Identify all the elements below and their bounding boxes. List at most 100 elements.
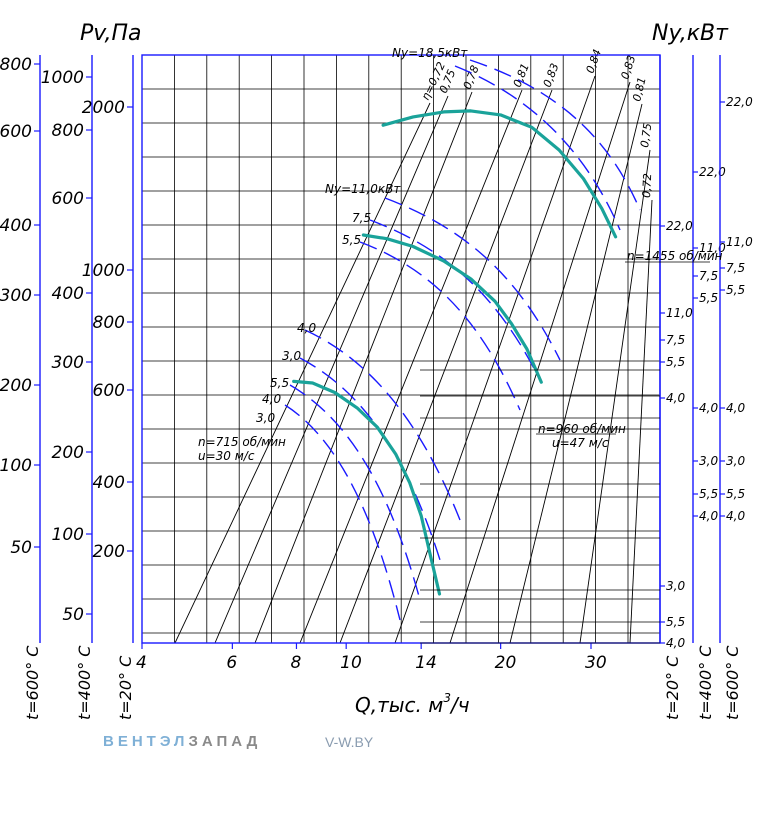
pressure-tick-label: 400 (93, 473, 125, 493)
power-tick-label: 22,0 (726, 95, 753, 109)
power-curve-dashed (284, 404, 401, 621)
fan-curve-sublabel: u=30 м/с (198, 449, 255, 463)
power-tick-label: 4,0 (699, 401, 718, 415)
power-curve-label: 3,0 (282, 349, 301, 363)
power-curve-label: 5,5 (270, 376, 289, 390)
power-curve-dashed (454, 65, 621, 231)
efficiency-label: 0,81 (630, 76, 648, 103)
fan-curve-label: n=960 об/мин (538, 422, 626, 436)
power-tick-label: 3,0 (699, 454, 718, 468)
pressure-tick-label: 400 (0, 216, 32, 236)
power-tick-label: 11,0 (726, 235, 753, 249)
power-tick-label: 7,5 (666, 333, 685, 347)
efficiency-ray (449, 81, 631, 644)
pressure-tick-label: 600 (52, 189, 84, 209)
efficiency-ray (299, 89, 523, 644)
efficiency-label: 0,83 (541, 62, 562, 90)
pressure-axis-temperature: t=400° С (75, 645, 94, 720)
pressure-tick-label: 300 (0, 286, 32, 306)
power-tick-label: 5,5 (699, 487, 718, 501)
efficiency-label: 0,78 (461, 64, 482, 92)
power-curve-dashed (304, 329, 461, 521)
efficiency-ray (629, 199, 653, 644)
pressure-tick-label: 200 (52, 443, 84, 463)
power-curve-label: 3,0 (256, 411, 275, 425)
efficiency-ray (174, 102, 431, 644)
efficiency-ray (214, 95, 449, 644)
power-curve-dashed (369, 219, 541, 381)
power-tick-label: 5,5 (666, 355, 685, 369)
watermark-url: V-W.BY (325, 734, 374, 750)
efficiency-ray (339, 89, 553, 644)
efficiency-ray (579, 149, 651, 644)
power-curve-label: 4,0 (297, 321, 316, 335)
fan-curve-label: n=715 об/мин (198, 435, 286, 449)
chart-axes: 4 6 8 10 14 20 30 2000 1000 800 600 400 200 t=20° С 10… (0, 54, 753, 720)
fan-curve-line (361, 233, 543, 384)
power-curve-label: 5,5 (342, 233, 361, 247)
x-tick-label: 4 (136, 653, 147, 673)
pressure-tick-label: 200 (93, 542, 125, 562)
power-curves (284, 59, 641, 621)
x-tick-label: 30 (585, 653, 607, 673)
efficiency-ray (509, 103, 643, 644)
pressure-tick-label: 800 (0, 55, 32, 75)
pressure-tick-label: 1000 (82, 261, 125, 281)
pressure-tick-label: 1000 (41, 68, 84, 88)
left-axis-title: Pv,Па (80, 21, 142, 46)
fan-curve-label: n=1455 об/мин (627, 249, 723, 263)
power-tick-label: 7,5 (726, 261, 745, 275)
power-curve-dashed (384, 197, 561, 361)
x-tick-label: 6 (226, 653, 237, 673)
power-tick-label: 7,5 (699, 269, 718, 283)
pressure-axis-temperature: t=600° С (23, 645, 42, 720)
pressure-tick-label: 50 (62, 605, 84, 625)
power-curve-label: Ny=18,5кВт (392, 46, 468, 60)
power-tick-label: 5,5 (666, 615, 685, 629)
pressure-tick-label: 100 (0, 456, 32, 476)
power-axis-temperature: t=20° С (663, 655, 682, 720)
pressure-tick-label: 400 (52, 284, 84, 304)
power-curve-label: Ny=11,0кВт (325, 182, 401, 196)
power-tick-label: 3,0 (726, 454, 745, 468)
power-tick-label: 4,0 (726, 401, 745, 415)
pressure-tick-label: 2000 (82, 98, 125, 118)
fan-curves (292, 109, 618, 596)
pressure-axis-temperature: t=20° С (116, 655, 135, 720)
efficiency-ray (254, 91, 473, 644)
efficiency-label: 0,75 (638, 122, 654, 148)
power-tick-label: 4,0 (666, 391, 685, 405)
power-tick-label: 3,0 (666, 579, 685, 593)
watermark-brand: ВЕНТЭЛЗАПАД (103, 733, 262, 750)
pressure-tick-label: 800 (52, 121, 84, 141)
power-curve-label: 4,0 (262, 392, 281, 406)
power-tick-label: 4,0 (699, 509, 718, 523)
fan-curve-line (292, 379, 442, 596)
x-tick-label: 8 (290, 653, 301, 673)
power-tick-label: 4,0 (726, 509, 745, 523)
power-tick-label: 22,0 (666, 219, 693, 233)
power-tick-label: 5,5 (726, 283, 745, 297)
x-tick-label: 10 (340, 653, 362, 673)
power-tick-label: 11,0 (666, 306, 693, 320)
pressure-tick-label: 50 (10, 538, 32, 558)
power-curve-dashed (469, 59, 641, 211)
efficiency-lines: η=0,720,75 0,78 0,81 0,830,84 0,830,810,750,… (174, 48, 654, 644)
power-tick-label: 22,0 (699, 165, 726, 179)
pressure-tick-label: 200 (0, 376, 32, 396)
right-axis-title: Ny,кВт (652, 21, 729, 46)
power-tick-label: 5,5 (726, 487, 745, 501)
power-curve-dashed (289, 384, 421, 601)
power-axis-temperature: t=600° С (723, 645, 742, 720)
pressure-tick-label: 300 (52, 353, 84, 373)
x-tick-label: 20 (495, 653, 517, 673)
fan-curve-sublabel: u=47 м/с (552, 436, 609, 450)
pressure-tick-label: 600 (93, 381, 125, 401)
power-curve-dashed (359, 241, 521, 411)
power-axis-temperature: t=400° С (696, 645, 715, 720)
x-axis-title: Q,тыс. м3/ч (355, 691, 470, 717)
efficiency-label: 0,84 (584, 48, 604, 75)
power-curve-label: 7,5 (352, 211, 371, 225)
